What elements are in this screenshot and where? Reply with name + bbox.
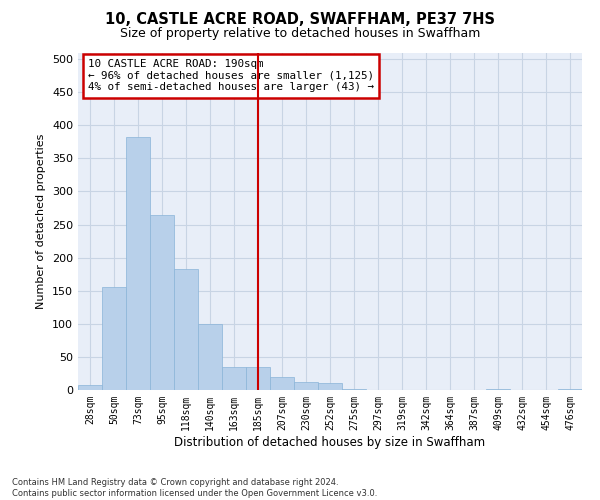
Bar — [198, 324, 222, 390]
Bar — [126, 137, 150, 390]
Y-axis label: Number of detached properties: Number of detached properties — [37, 134, 46, 309]
Bar — [246, 367, 270, 390]
Text: Size of property relative to detached houses in Swaffham: Size of property relative to detached ho… — [120, 28, 480, 40]
Bar — [558, 388, 582, 390]
Bar — [150, 214, 174, 390]
Bar — [102, 288, 126, 390]
Text: Contains HM Land Registry data © Crown copyright and database right 2024.
Contai: Contains HM Land Registry data © Crown c… — [12, 478, 377, 498]
Text: 10, CASTLE ACRE ROAD, SWAFFHAM, PE37 7HS: 10, CASTLE ACRE ROAD, SWAFFHAM, PE37 7HS — [105, 12, 495, 28]
Bar — [78, 384, 102, 390]
Bar — [486, 388, 510, 390]
Bar — [342, 388, 366, 390]
Bar — [222, 367, 246, 390]
Bar — [318, 384, 342, 390]
Bar — [294, 382, 318, 390]
Bar — [270, 377, 294, 390]
Text: 10 CASTLE ACRE ROAD: 190sqm
← 96% of detached houses are smaller (1,125)
4% of s: 10 CASTLE ACRE ROAD: 190sqm ← 96% of det… — [88, 59, 374, 92]
Bar — [174, 269, 198, 390]
X-axis label: Distribution of detached houses by size in Swaffham: Distribution of detached houses by size … — [175, 436, 485, 448]
